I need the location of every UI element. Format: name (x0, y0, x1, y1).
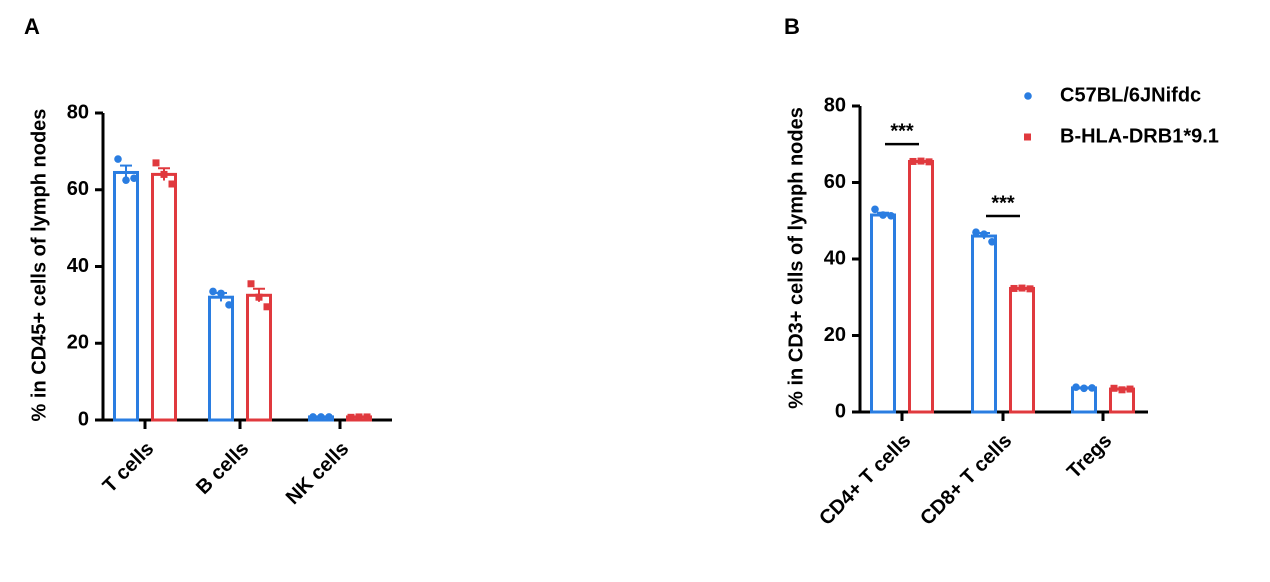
data-point (988, 237, 996, 246)
data-point (1026, 285, 1034, 293)
data-point (152, 159, 160, 167)
data-point (1110, 384, 1118, 392)
data-point (209, 287, 217, 296)
bar (113, 170, 139, 422)
significance-label: *** (890, 120, 914, 142)
data-point (917, 157, 925, 165)
data-point (1080, 384, 1088, 393)
data-point (114, 155, 122, 163)
y-axis-label: % in CD3+ cells of lymph nodes (785, 107, 807, 409)
y-tick-label: 0 (78, 408, 89, 430)
data-point (309, 413, 317, 421)
bar (908, 159, 934, 414)
panel-label: A (24, 14, 40, 39)
bar (151, 172, 177, 422)
y-tick-label: 0 (835, 400, 846, 422)
data-point (1126, 385, 1134, 393)
data-point (1118, 386, 1126, 394)
x-tick-label: NK cells (282, 438, 353, 509)
y-tick-label: 40 (824, 247, 846, 269)
legend-marker (1024, 92, 1032, 100)
significance-label: *** (991, 192, 1015, 214)
data-point (879, 211, 887, 219)
bar (246, 293, 272, 422)
data-point (168, 180, 176, 188)
y-tick-label: 60 (67, 178, 89, 200)
panel-label: B (784, 14, 800, 39)
data-point (972, 228, 980, 237)
data-point (980, 230, 988, 238)
data-point (247, 280, 255, 288)
data-point (925, 158, 933, 166)
bar (208, 295, 234, 422)
x-tick-label: B cells (192, 438, 253, 499)
data-point (317, 413, 325, 421)
y-tick-label: 60 (824, 171, 846, 193)
y-tick-label: 20 (67, 332, 89, 354)
data-point (887, 211, 895, 220)
legend-label: B-HLA-DRB1*9.1 (1060, 125, 1219, 147)
x-tick-label: CD4+ T cells (815, 430, 915, 530)
data-point (122, 176, 130, 184)
y-axis-label: % in CD45+ cells of lymph nodes (28, 109, 50, 422)
data-point (217, 289, 225, 298)
x-tick-label: CD8+ T cells (916, 430, 1016, 530)
data-point (263, 303, 271, 311)
data-point (909, 157, 917, 165)
data-point (130, 174, 138, 183)
data-point (160, 170, 168, 178)
data-point (325, 413, 333, 421)
data-point (1088, 384, 1096, 392)
x-tick-label: Tregs (1063, 430, 1116, 483)
data-point (225, 301, 233, 309)
data-point (871, 205, 879, 214)
data-point (363, 413, 371, 421)
data-point (1010, 284, 1018, 292)
data-point (1072, 383, 1080, 391)
x-tick-label: T cells (99, 438, 159, 498)
y-tick-label: 40 (67, 255, 89, 277)
bar (971, 234, 997, 414)
data-point (1018, 284, 1026, 292)
data-point (255, 293, 263, 301)
bar (1009, 286, 1035, 414)
legend-label: C57BL/6JNifdc (1060, 84, 1201, 106)
y-tick-label: 20 (824, 324, 846, 346)
y-tick-label: 80 (824, 94, 846, 116)
legend-marker (1024, 133, 1031, 141)
bar (870, 213, 896, 414)
data-point (355, 413, 363, 421)
data-point (347, 413, 355, 421)
y-tick-label: 80 (67, 101, 89, 123)
